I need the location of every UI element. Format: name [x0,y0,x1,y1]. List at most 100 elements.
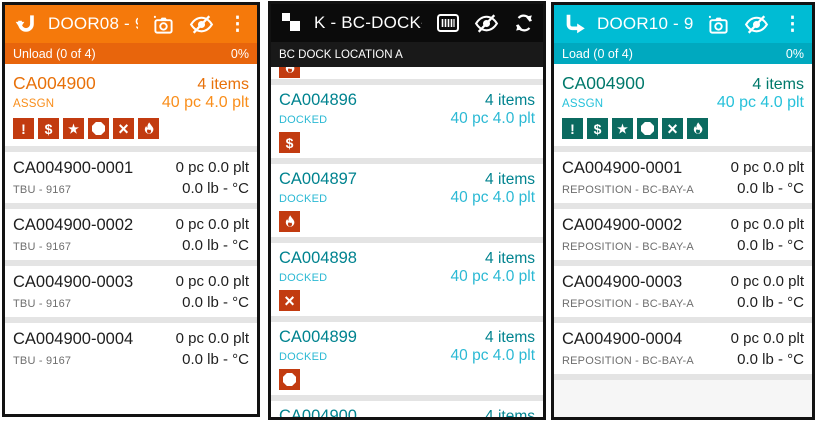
list-item[interactable]: CA004900-0002 REPOSITION - BC-BAY-A 0 pc 0… [554,209,812,260]
shipment-subtitle: TBU - 9167 [13,241,72,253]
load-header: DOOR10 - 9175 ⋮ [554,5,812,43]
unload-progress-bar: Unload (0 of 4) 0% [5,43,257,64]
star-icon: ★ [612,118,633,139]
shipment-items: 4 items [485,408,535,417]
unload-uturn-arrow-icon [13,11,39,37]
shipment-status: DOCKED [279,351,328,363]
star-icon: ★ [63,118,84,139]
shipment-subtitle: REPOSITION - BC-BAY-A [562,241,694,253]
flame-icon [138,118,159,139]
list-item[interactable]: CA004897 4 items DOCKED 40 pc 4.0 plt [271,164,543,237]
dock-list: CA004896 4 items DOCKED 40 pc 4.0 plt $ CA004… [271,67,543,417]
shipment-status: DOCKED [279,114,328,126]
refresh-sync-icon[interactable] [513,12,535,34]
list-item[interactable]: CA004899 4 items DOCKED 40 pc 4.0 plt [271,322,543,395]
shipment-id: CA004900 [279,407,357,417]
shipment-items: 4 items [752,76,804,93]
list-item[interactable]: CA004898 4 items DOCKED 40 pc 4.0 plt × [271,243,543,316]
shipment-qty: 0 pc 0.0 plt [175,216,249,233]
shipment-summary-card[interactable]: CA004900 4 items ASSGN 40 pc 4.0 plt ! $ ★… [5,64,257,146]
cross-icon: × [279,290,300,311]
shipment-qty: 0 pc 0.0 plt [175,330,249,347]
shipment-measure: 0.0 lb - °C [182,351,249,368]
shipment-subtitle: TBU - 9167 [13,355,72,367]
shipment-qty: 40 pc 4.0 plt [161,94,249,111]
shipment-status: DOCKED [279,272,328,284]
shipment-qty: 40 pc 4.0 plt [450,189,535,206]
load-corner-arrow-icon [562,11,588,37]
shipment-status: DOCKED [279,193,328,205]
shipment-qty: 0 pc 0.0 plt [730,216,804,233]
progress-percent: 0% [785,46,804,61]
progress-label: Unload (0 of 4) [13,46,96,61]
shipment-qty: 0 pc 0.0 plt [730,159,804,176]
shipment-measure: 0.0 lb - °C [737,180,804,197]
exclamation-icon: ! [562,118,583,139]
octagon-icon [279,369,300,390]
hazard-badges: × [279,290,535,311]
cross-icon: × [113,118,134,139]
shipment-items: 4 items [485,250,535,267]
cross-icon: × [662,118,683,139]
list-item[interactable]: CA004900-0004 REPOSITION - BC-BAY-A 0 pc 0… [554,323,812,374]
shipment-id: CA004897 [279,170,357,188]
list-item[interactable]: CA004900-0001 TBU - 9167 0 pc 0.0 plt 0.0 l… [5,152,257,203]
hazard-badges: ! $ ★ × [13,118,249,139]
shipment-measure: 0.0 lb - °C [182,294,249,311]
shipment-items: 4 items [485,92,535,109]
shipment-id: CA004900-0001 [562,159,683,177]
shipment-status: ASSGN [562,98,604,110]
hide-visibility-icon[interactable] [189,14,214,35]
shipment-id: CA004900-0001 [13,159,134,177]
shipment-measure: 0.0 lb - °C [737,237,804,254]
hazard-badges [279,369,535,390]
shipment-subtitle: REPOSITION - BC-BAY-A [562,184,694,196]
list-item[interactable]: CA004896 4 items DOCKED 40 pc 4.0 plt $ [271,85,543,158]
unload-screen: DOOR08 - 91… ⋮ Unload (0 of 4) 0% CA0049… [2,2,260,417]
list-item[interactable]: CA004900-0002 TBU - 9167 0 pc 0.0 plt 0.0 l… [5,209,257,260]
shipment-id: CA004896 [279,91,357,109]
camera-add-icon[interactable] [152,14,175,35]
overflow-menu-icon[interactable]: ⋮ [228,13,247,35]
shipment-qty: 40 pc 4.0 plt [450,268,535,285]
shipment-id: CA004898 [279,249,357,267]
shipment-id: CA004900-0002 [562,216,683,234]
shipment-id: CA004900-0004 [13,330,134,348]
hide-visibility-icon[interactable] [744,14,769,35]
shipment-id: CA004900-0004 [562,330,683,348]
shipment-qty: 0 pc 0.0 plt [730,330,804,347]
dock-location-bar: BC DOCK LOCATION A [271,42,543,67]
partial-list-item[interactable] [271,67,543,79]
list-item[interactable]: CA004900-0004 TBU - 9167 0 pc 0.0 plt 0.0 l… [5,323,257,374]
barcode-scan-icon[interactable] [436,13,460,33]
dock-header: K - BC-DOCK-A [271,4,543,42]
shipment-subtitle: REPOSITION - BC-BAY-A [562,298,694,310]
shipment-subtitle: REPOSITION - BC-BAY-A [562,355,694,367]
dock-location-label: BC DOCK LOCATION A [279,48,403,61]
load-screen: DOOR10 - 9175 ⋮ Load (0 of 4) 0% CA00490… [551,2,815,420]
shipment-measure: 0.0 lb - °C [737,351,804,368]
dollar-icon: $ [279,132,300,153]
unload-list: CA004900 4 items ASSGN 40 pc 4.0 plt ! $ ★… [5,64,257,414]
overflow-menu-icon[interactable]: ⋮ [783,13,802,35]
list-item[interactable]: CA004900-0001 REPOSITION - BC-BAY-A 0 pc 0… [554,152,812,203]
flame-icon [687,118,708,139]
shipment-qty: 0 pc 0.0 plt [175,273,249,290]
camera-add-icon[interactable] [707,14,730,35]
list-item[interactable]: CA004900-0003 TBU - 9167 0 pc 0.0 plt 0.0 l… [5,266,257,317]
page-title: DOOR10 - 9175 [597,14,693,33]
dollar-icon: $ [587,118,608,139]
exclamation-icon: ! [13,118,34,139]
shipment-summary-card[interactable]: CA004900 4 items ASSGN 40 pc 4.0 plt ! $ ★… [554,64,812,146]
hide-visibility-icon[interactable] [474,13,499,34]
progress-label: Load (0 of 4) [562,46,633,61]
shipment-subtitle: TBU - 9167 [13,298,72,310]
dollar-icon: $ [38,118,59,139]
shipment-qty: 40 pc 4.0 plt [450,110,535,127]
shipment-id: CA004899 [279,328,357,346]
shipment-qty: 0 pc 0.0 plt [175,159,249,176]
shipment-items: 4 items [485,171,535,188]
unload-header: DOOR08 - 91… ⋮ [5,5,257,43]
list-item[interactable]: CA004900-0003 REPOSITION - BC-BAY-A 0 pc 0… [554,266,812,317]
